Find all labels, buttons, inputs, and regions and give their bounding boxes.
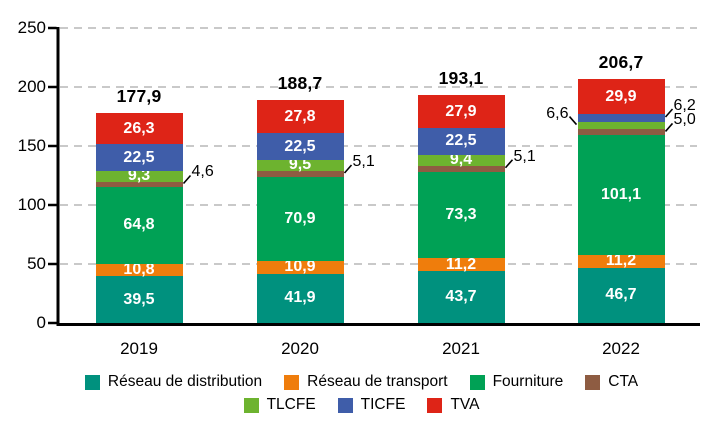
legend-item: TVA <box>427 396 479 414</box>
x-axis-label: 2020 <box>281 339 319 358</box>
legend-swatch <box>243 397 259 413</box>
y-axis-tick-label: 250 <box>17 18 46 37</box>
bar-segment <box>417 95 505 129</box>
legend-item: TLCFE <box>243 396 316 414</box>
x-axis-label: 2022 <box>602 339 640 358</box>
bar-segment <box>95 144 183 171</box>
legend: Réseau de distribution Réseau de transpor… <box>0 373 723 414</box>
legend-row: TLCFE TICFE TVA <box>243 396 479 414</box>
bar-segment <box>95 113 183 145</box>
legend-swatch <box>585 374 601 390</box>
legend-item: TICFE <box>337 396 406 414</box>
legend-label: Réseau de transport <box>307 373 448 390</box>
legend-swatch <box>84 374 100 390</box>
legend-label: CTA <box>608 373 639 390</box>
bar-segment <box>577 121 665 130</box>
bar-segment <box>417 171 505 259</box>
bar-segment <box>256 171 344 178</box>
segment-callout-label: 6,6 <box>546 104 569 122</box>
legend-swatch <box>284 374 300 390</box>
bar-segment <box>95 181 183 188</box>
callout-leader-line <box>182 174 192 184</box>
segment-callout-label: 5,1 <box>352 153 375 171</box>
bar-segment <box>577 129 665 136</box>
callout-leader-line <box>568 116 578 126</box>
x-axis-label: 2019 <box>120 339 158 358</box>
legend-item: Réseau de distribution <box>84 373 263 391</box>
bar-segment <box>577 254 665 268</box>
y-axis-tick-label: 50 <box>27 254 46 273</box>
bar-segment <box>577 114 665 122</box>
legend-label: Fourniture <box>492 373 564 390</box>
bar-segment <box>417 165 505 172</box>
bar-segment <box>256 177 344 261</box>
y-axis-tick-label: 0 <box>36 313 46 332</box>
bar-segment <box>417 154 505 166</box>
y-axis-tick-label: 100 <box>17 195 46 214</box>
bar-segment <box>95 276 183 323</box>
legend-item: CTA <box>585 373 638 391</box>
bar-segment <box>577 79 665 115</box>
legend-label: TLCFE <box>266 396 316 413</box>
callout-leader-line <box>343 164 353 174</box>
legend-item: Fourniture <box>469 373 564 391</box>
bar-segment <box>95 170 183 182</box>
legend-swatch <box>337 397 353 413</box>
bar-segment <box>417 128 505 155</box>
bar-segment <box>256 100 344 134</box>
bar-segment <box>95 263 183 277</box>
callout-leader-line <box>504 159 514 169</box>
bar-segment <box>577 267 665 323</box>
bar-segment <box>256 260 344 274</box>
legend-item: Réseau de transport <box>284 373 448 391</box>
legend-label: TVA <box>450 396 480 413</box>
legend-label: Réseau de distribution <box>107 373 263 390</box>
bar-segment <box>256 159 344 171</box>
legend-label: TICFE <box>360 396 406 413</box>
bar-total-label: 177,9 <box>116 86 162 107</box>
y-axis-tick-label: 200 <box>17 77 46 96</box>
legend-row: Réseau de distribution Réseau de transpor… <box>84 373 638 391</box>
segment-callout-label: 5,0 <box>673 111 696 129</box>
callout-leader-line <box>664 122 674 132</box>
segment-callout-label: 6,2 <box>673 97 696 115</box>
bar-segment <box>256 273 344 323</box>
y-axis-tick-label: 150 <box>17 136 46 155</box>
bar-total-label: 206,7 <box>598 52 644 73</box>
segment-callout-label: 5,1 <box>513 147 536 165</box>
legend-swatch <box>469 374 485 390</box>
bar-segment <box>417 258 505 272</box>
bar-segment <box>256 133 344 160</box>
bar-total-label: 188,7 <box>277 73 323 94</box>
bar-segment <box>417 271 505 323</box>
x-axis-label: 2021 <box>442 339 480 358</box>
legend-swatch <box>427 397 443 413</box>
segment-callout-label: 4,6 <box>191 163 214 181</box>
bar-segment <box>577 135 665 255</box>
bar-total-label: 193,1 <box>438 68 484 89</box>
callout-leader-line <box>664 108 674 118</box>
bar-segment <box>95 187 183 264</box>
